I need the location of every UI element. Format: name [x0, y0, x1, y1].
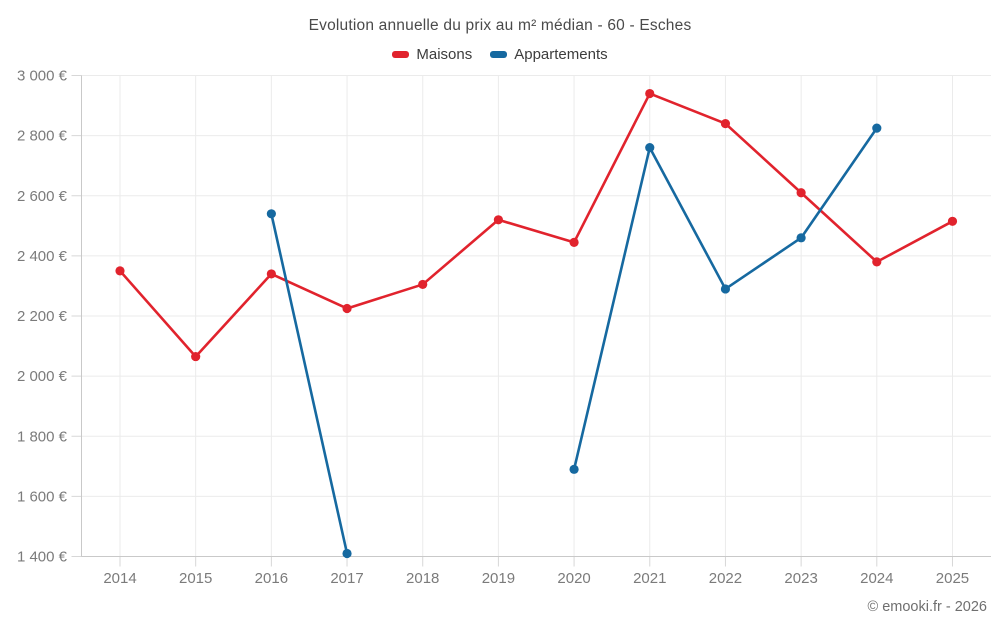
- chart-legend: Maisons Appartements: [0, 46, 1000, 63]
- x-axis-tick-label: 2024: [860, 570, 893, 587]
- y-axis-tick-label: 3 000 €: [17, 68, 68, 85]
- maisons-point-2018[interactable]: [418, 279, 428, 290]
- maisons-point-2019[interactable]: [493, 215, 503, 225]
- appartements-point-2021[interactable]: [645, 143, 655, 153]
- x-axis-tick-label: 2021: [633, 570, 666, 587]
- y-axis-tick-label: 2 000 €: [17, 368, 68, 385]
- y-axis-tick-label: 1 400 €: [17, 549, 68, 566]
- maisons-point-2022[interactable]: [720, 119, 731, 129]
- maisons-point-2016[interactable]: [266, 269, 276, 279]
- y-axis-tick-label: 2 600 €: [17, 188, 68, 205]
- appartements-point-2020[interactable]: [569, 464, 579, 474]
- legend-label-maisons: Maisons: [416, 46, 473, 63]
- maisons-line: [118, 92, 954, 358]
- y-axis-tick-label: 2 800 €: [17, 128, 68, 145]
- maisons-color-swatch: [392, 51, 410, 58]
- x-axis-tick-label: 2020: [557, 570, 590, 587]
- appartements-point-2022[interactable]: [720, 284, 731, 294]
- legend-label-appartements: Appartements: [514, 46, 608, 63]
- chart-title: Evolution annuelle du prix au m² médian …: [308, 17, 692, 34]
- maisons-point-2014[interactable]: [115, 266, 125, 276]
- appartements-color-swatch: [490, 51, 508, 58]
- x-axis-tick-label: 2019: [482, 570, 515, 587]
- x-axis-tick-label: 2016: [255, 570, 288, 587]
- x-axis-tick-label: 2015: [179, 570, 212, 587]
- x-axis-tick-label: 2018: [406, 570, 439, 587]
- attribution: © emooki.fr - 2026: [867, 599, 987, 615]
- maisons-point-2021[interactable]: [645, 88, 655, 99]
- maisons-point-2023[interactable]: [796, 188, 806, 198]
- x-axis-tick-label: 2022: [709, 570, 742, 587]
- maisons-point-2024[interactable]: [872, 257, 882, 267]
- y-axis-tick-label: 1 800 €: [17, 428, 68, 445]
- appartements-line: [270, 212, 349, 555]
- appartements-point-2024[interactable]: [872, 123, 882, 133]
- maisons-point-2015[interactable]: [191, 351, 201, 362]
- x-axis-tick-label: 2023: [784, 570, 817, 587]
- appartements-point-2016[interactable]: [266, 209, 276, 219]
- y-axis-tick-label: 2 200 €: [17, 308, 68, 325]
- appartements-point-2017[interactable]: [342, 548, 352, 559]
- maisons-point-2025[interactable]: [947, 216, 958, 226]
- y-axis-tick-label: 1 600 €: [17, 488, 68, 505]
- appartements-point-2023[interactable]: [796, 233, 806, 243]
- maisons-point-2017[interactable]: [342, 303, 352, 314]
- maisons-point-2020[interactable]: [569, 237, 579, 247]
- legend-item-appartements[interactable]: Appartements: [490, 46, 608, 63]
- x-axis-tick-label: 2017: [330, 570, 363, 587]
- x-axis-tick-label: 2025: [936, 570, 969, 587]
- x-axis-tick-label: 2014: [103, 570, 136, 587]
- y-axis-tick-label: 2 400 €: [17, 248, 68, 265]
- legend-item-maisons[interactable]: Maisons: [392, 46, 472, 63]
